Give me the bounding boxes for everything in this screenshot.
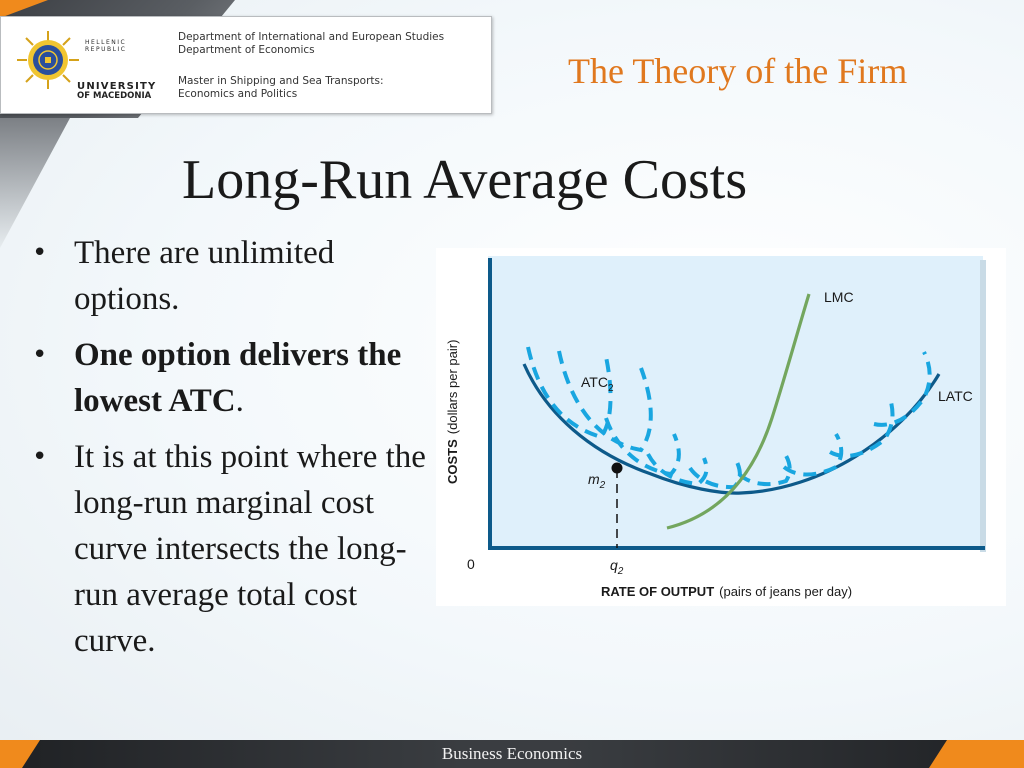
slide-title: Long-Run Average Costs (182, 149, 748, 211)
atc-curve-1 (526, 346, 613, 440)
label-m2: m2 (588, 471, 606, 491)
atc-curve-9 (873, 351, 932, 427)
tick-label-q2: q2 (610, 557, 624, 577)
footer-accent-right (929, 740, 1024, 768)
cost-curves-chart: LMC LATC ATC2 m2 q2 0 RATE OF OUTPUT (pai… (436, 248, 1006, 606)
program-line-1: Master in Shipping and Sea Transports: (178, 75, 384, 87)
course-subtitle: The Theory of the Firm (568, 51, 908, 91)
x-axis-label: RATE OF OUTPUT (pairs of jeans per day) (601, 584, 852, 599)
atc-curve-2 (557, 350, 653, 453)
label-atc2: ATC2 (581, 374, 614, 394)
bullet-list: There are unlimited options. One option … (30, 230, 430, 674)
atc-curve-3 (604, 417, 681, 477)
footer-course-name: Business Economics (441, 744, 583, 763)
label-lmc: LMC (824, 289, 854, 305)
bullet-item: One option delivers the lowest ATC. (30, 332, 430, 424)
bullet-item: It is at this point where the long-run m… (30, 434, 430, 664)
chart-svg: LMC LATC ATC2 m2 q2 0 RATE OF OUTPUT (pai… (445, 256, 986, 599)
logo-university-subtext: OF MACEDONIA (77, 91, 152, 101)
footer-bar (0, 740, 1024, 768)
logo-university-text: UNIVERSITY (77, 81, 157, 92)
dept-line-1: Department of International and European… (178, 31, 445, 43)
plot-area (488, 256, 983, 548)
atc-dashed-curves (526, 346, 932, 490)
point-m2 (611, 462, 623, 474)
corner-accent (0, 0, 48, 18)
origin-label: 0 (467, 556, 475, 572)
university-logo (17, 31, 79, 89)
lmc-curve (666, 293, 811, 530)
latc-curve (522, 363, 941, 495)
logo-republic-text: HELLENIC REPUBLIC (85, 39, 127, 53)
y-axis-label: COSTS(dollars per pair) (445, 340, 460, 484)
atc-curve-8 (829, 397, 895, 458)
institution-header: HELLENIC REPUBLIC UNIVERSITY OF MACEDONI… (0, 16, 492, 114)
dept-line-2: Department of Economics (178, 44, 315, 56)
plot-shadow (980, 260, 986, 552)
bullet-item: There are unlimited options. (30, 230, 430, 322)
atc-curve-7 (782, 432, 844, 477)
atc-curve-6 (737, 452, 792, 487)
program-line-2: Economics and Politics (178, 88, 298, 100)
label-latc: LATC (938, 388, 973, 404)
